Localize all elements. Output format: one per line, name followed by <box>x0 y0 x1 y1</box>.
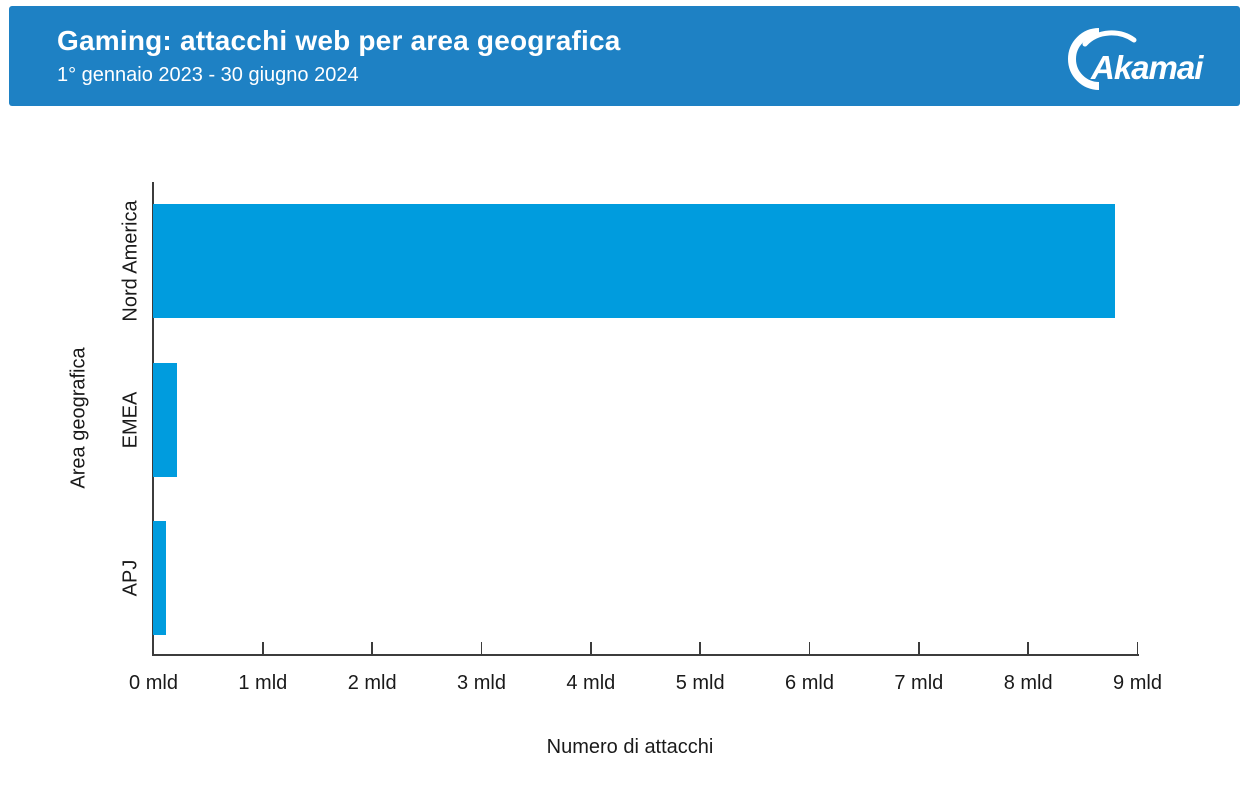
x-tick-mark <box>1027 642 1029 654</box>
bar-apj <box>152 521 166 635</box>
x-tick-label: 8 mld <box>1003 672 1053 694</box>
x-tick-mark <box>371 642 373 654</box>
header-banner: Gaming: attacchi web per area geografica… <box>9 6 1240 106</box>
bar-emea <box>152 362 177 477</box>
y-category-label-emea: EMEA <box>119 391 142 448</box>
x-tick-mark <box>918 642 920 654</box>
x-tick-mark <box>699 642 701 654</box>
x-tick-label: 2 mld <box>347 672 397 694</box>
y-axis-title: Area geografica <box>67 347 90 489</box>
x-tick-label: 0 mld <box>129 672 178 694</box>
x-tick-label: 7 mld <box>894 672 944 694</box>
x-tick-label: 4 mld <box>566 672 616 694</box>
date-range-subtitle: 1° gennaio 2023 - 30 giugno 2024 <box>57 64 359 86</box>
page-title: Gaming: attacchi web per area geografica <box>57 25 621 56</box>
x-tick-mark <box>590 642 592 654</box>
y-category-label-nord-america: Nord America <box>119 200 142 322</box>
bar-chart: Nord America EMEA APJ 0 mld 1 mld 2 mld 3 mld… <box>0 106 1245 800</box>
x-tick-label: 5 mld <box>675 672 725 694</box>
akamai-logo: Akamai <box>1068 28 1205 90</box>
x-axis-title: Numero di attacchi <box>546 736 714 758</box>
y-category-label-apj: APJ <box>119 559 142 597</box>
x-tick-mark <box>262 642 264 654</box>
akamai-swirl-icon <box>1068 28 1137 90</box>
x-tick-label: 6 mld <box>785 672 834 694</box>
x-tick-label: 1 mld <box>238 672 288 694</box>
x-axis-line <box>152 654 1139 656</box>
x-tick-label: 9 mld <box>1113 672 1162 694</box>
x-tick-mark <box>1136 642 1139 654</box>
x-tick-mark <box>808 642 811 654</box>
x-tick-mark <box>480 642 483 654</box>
akamai-logo-text: Akamai <box>1090 49 1204 86</box>
bar-nord-america <box>152 204 1115 318</box>
x-tick-label: 3 mld <box>457 672 506 694</box>
